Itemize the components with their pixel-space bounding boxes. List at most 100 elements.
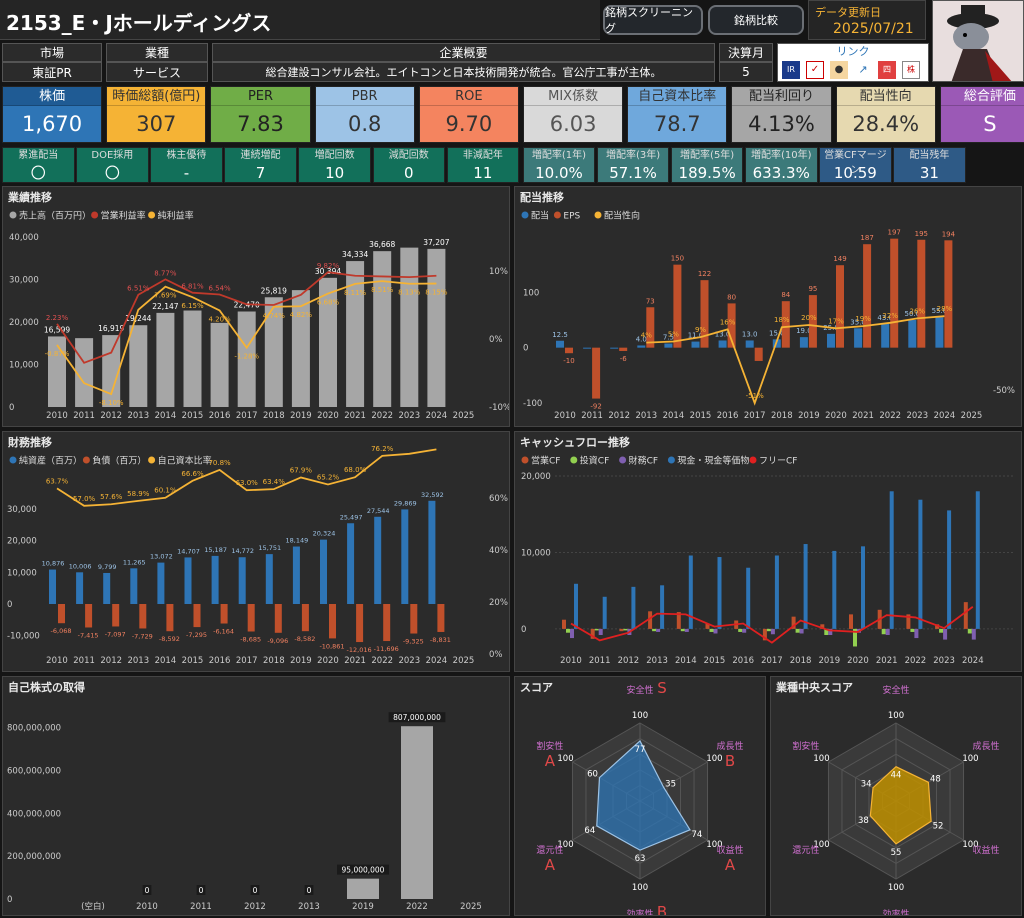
fin-chart: 純資産（百万） 負債（百万） 自己資本比率 30,000 20,000 10,000 0 -1…: [7, 445, 508, 666]
x-tick-label: 2010: [46, 411, 68, 421]
cf-bar: [598, 628, 603, 636]
equity-bar: [103, 572, 111, 604]
liability-label: -9,325: [403, 638, 424, 646]
stat-value: -: [183, 164, 190, 182]
cf-bar: [652, 628, 657, 632]
legend-label: EPS: [563, 212, 580, 222]
fiscal-value: 5: [719, 62, 773, 82]
x-tick-label: 2015: [704, 656, 726, 666]
equity-ratio-label: 57.6%: [100, 493, 123, 501]
legend-marker: [148, 211, 156, 219]
kpi-card: MIX係数 6.03: [523, 86, 624, 143]
dividend-label: 35.0: [850, 318, 866, 326]
equity-bar: [76, 572, 84, 604]
cf-bar: [803, 544, 808, 629]
payout-label: 5%: [668, 331, 679, 339]
equity-ratio-label: 68.0%: [344, 466, 367, 474]
cf-bar: [742, 628, 747, 633]
payout-label: 26%: [910, 307, 926, 315]
div-chart: 配当 EPS 配当性向 100 0 -100 -50% 12.5 4.0 7.5 11.0 13.0 1…: [521, 210, 1015, 421]
buyback-label-bg: [250, 885, 260, 895]
equity-bar: [157, 562, 165, 604]
liability-bar: [356, 604, 364, 643]
x-tick-label: 2014: [675, 656, 697, 666]
dividend-bar: [799, 337, 808, 348]
legend-marker: [667, 456, 675, 464]
buyback-label-bg: [196, 885, 206, 895]
div-panel: 配当推移 配当 EPS 配当性向 100 0 -100 -50% 12.5 4.0 7.5 11.0…: [514, 186, 1022, 427]
net-margin-label: 6.15%: [181, 302, 204, 310]
equity-ratio-label: 57.0%: [73, 495, 96, 503]
liability-label: -6,164: [213, 628, 234, 636]
compare-button[interactable]: 銘柄比較: [708, 5, 804, 35]
equity-label: 15,751: [258, 544, 281, 552]
kpi-value: 1,670: [22, 112, 83, 136]
dividend-label: 12.5: [552, 331, 568, 339]
cf-bar: [975, 491, 980, 629]
net-margin-label: 4.74%: [263, 312, 286, 320]
screening-button[interactable]: 銘柄スクリーニング: [603, 5, 703, 35]
x-tick-label: 2025: [460, 902, 482, 912]
liability-label: -12,016: [347, 646, 372, 654]
equity-label: 9,799: [98, 563, 117, 571]
cf-stat: 配当残年 31: [893, 147, 966, 183]
ir-bank-icon[interactable]: IR: [782, 61, 800, 79]
liability-label: -8,592: [159, 635, 180, 643]
shikiho-icon[interactable]: 四: [878, 61, 896, 79]
dividend-stat: 増配回数 10: [298, 147, 371, 183]
legend-label: 営業CF: [531, 455, 560, 467]
kpi-label: 総合評価: [940, 87, 1024, 106]
buyback-label: 0: [253, 886, 258, 895]
y-tick-label: 10,000: [521, 548, 551, 558]
radar-value-label: 74: [692, 830, 703, 840]
y2-tick-label: 10%: [489, 267, 508, 277]
kpi-label: MIX係数: [524, 87, 623, 106]
cf-bar: [623, 628, 628, 631]
minkabu-icon[interactable]: ●: [830, 61, 848, 79]
dividend-bar: [854, 328, 863, 348]
y-tick-label: -100: [523, 399, 542, 409]
y-tick-label: 400,000,000: [7, 809, 61, 819]
cf-bar: [648, 611, 653, 629]
radar-max-label: 100: [706, 840, 722, 850]
stat-label: 非減配年: [462, 150, 503, 161]
chart-icon[interactable]: ↗: [854, 61, 872, 79]
kpi-value: 307: [136, 112, 177, 136]
radar-value-label: 52: [933, 821, 944, 831]
liability-label: -7,097: [105, 630, 126, 638]
y-tick-label: 600,000,000: [7, 767, 61, 777]
radar-max-label: 100: [632, 711, 648, 721]
y-tick-label: 100: [523, 288, 539, 298]
equity-bar: [374, 516, 382, 604]
buyback-label: 0: [199, 886, 204, 895]
kabunushi-icon[interactable]: 株: [902, 61, 920, 79]
equity-bar: [265, 554, 273, 604]
equity-label: 11,265: [123, 558, 146, 566]
eps-label: -10: [563, 357, 574, 365]
revenue-label: 16,599: [44, 325, 70, 334]
kpi-value: 0.8: [347, 112, 382, 136]
dividend-label: 11.0: [688, 332, 704, 340]
dividend-stat: 非減配年 11: [446, 147, 520, 183]
buyback-label-bg: [388, 712, 446, 723]
x-tick-label: 2015: [690, 411, 712, 421]
legend-label: 財務CF: [629, 455, 658, 467]
stat-label: 配当残年: [909, 150, 950, 161]
payout-label: -51%: [746, 392, 764, 400]
radar-axis-label: 還元性: [536, 844, 563, 856]
radar-value-label: 55: [891, 848, 902, 858]
x-tick-label: 2019: [352, 902, 374, 912]
kabutan-icon[interactable]: ✓: [806, 61, 824, 79]
x-tick-label: 2011: [190, 902, 212, 912]
x-tick-label: (空白): [81, 901, 105, 912]
net-margin-label: 4.20%: [208, 315, 231, 323]
kpi-value: S: [983, 112, 997, 136]
growth-stat: 増配率(3年) 57.1%: [596, 147, 670, 183]
radar-max-label: 100: [888, 711, 904, 721]
revenue-bar: [264, 297, 283, 407]
dividend-bar: [556, 340, 564, 348]
dividend-label: 43.0: [877, 314, 893, 322]
x-tick-label: 2025: [961, 411, 983, 421]
equity-label: 25,497: [340, 513, 363, 521]
